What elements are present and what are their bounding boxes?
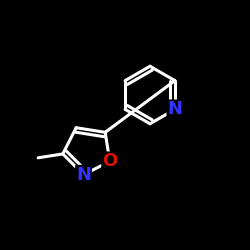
Text: O: O <box>102 152 118 170</box>
Text: N: N <box>168 100 182 118</box>
Text: N: N <box>76 166 91 184</box>
